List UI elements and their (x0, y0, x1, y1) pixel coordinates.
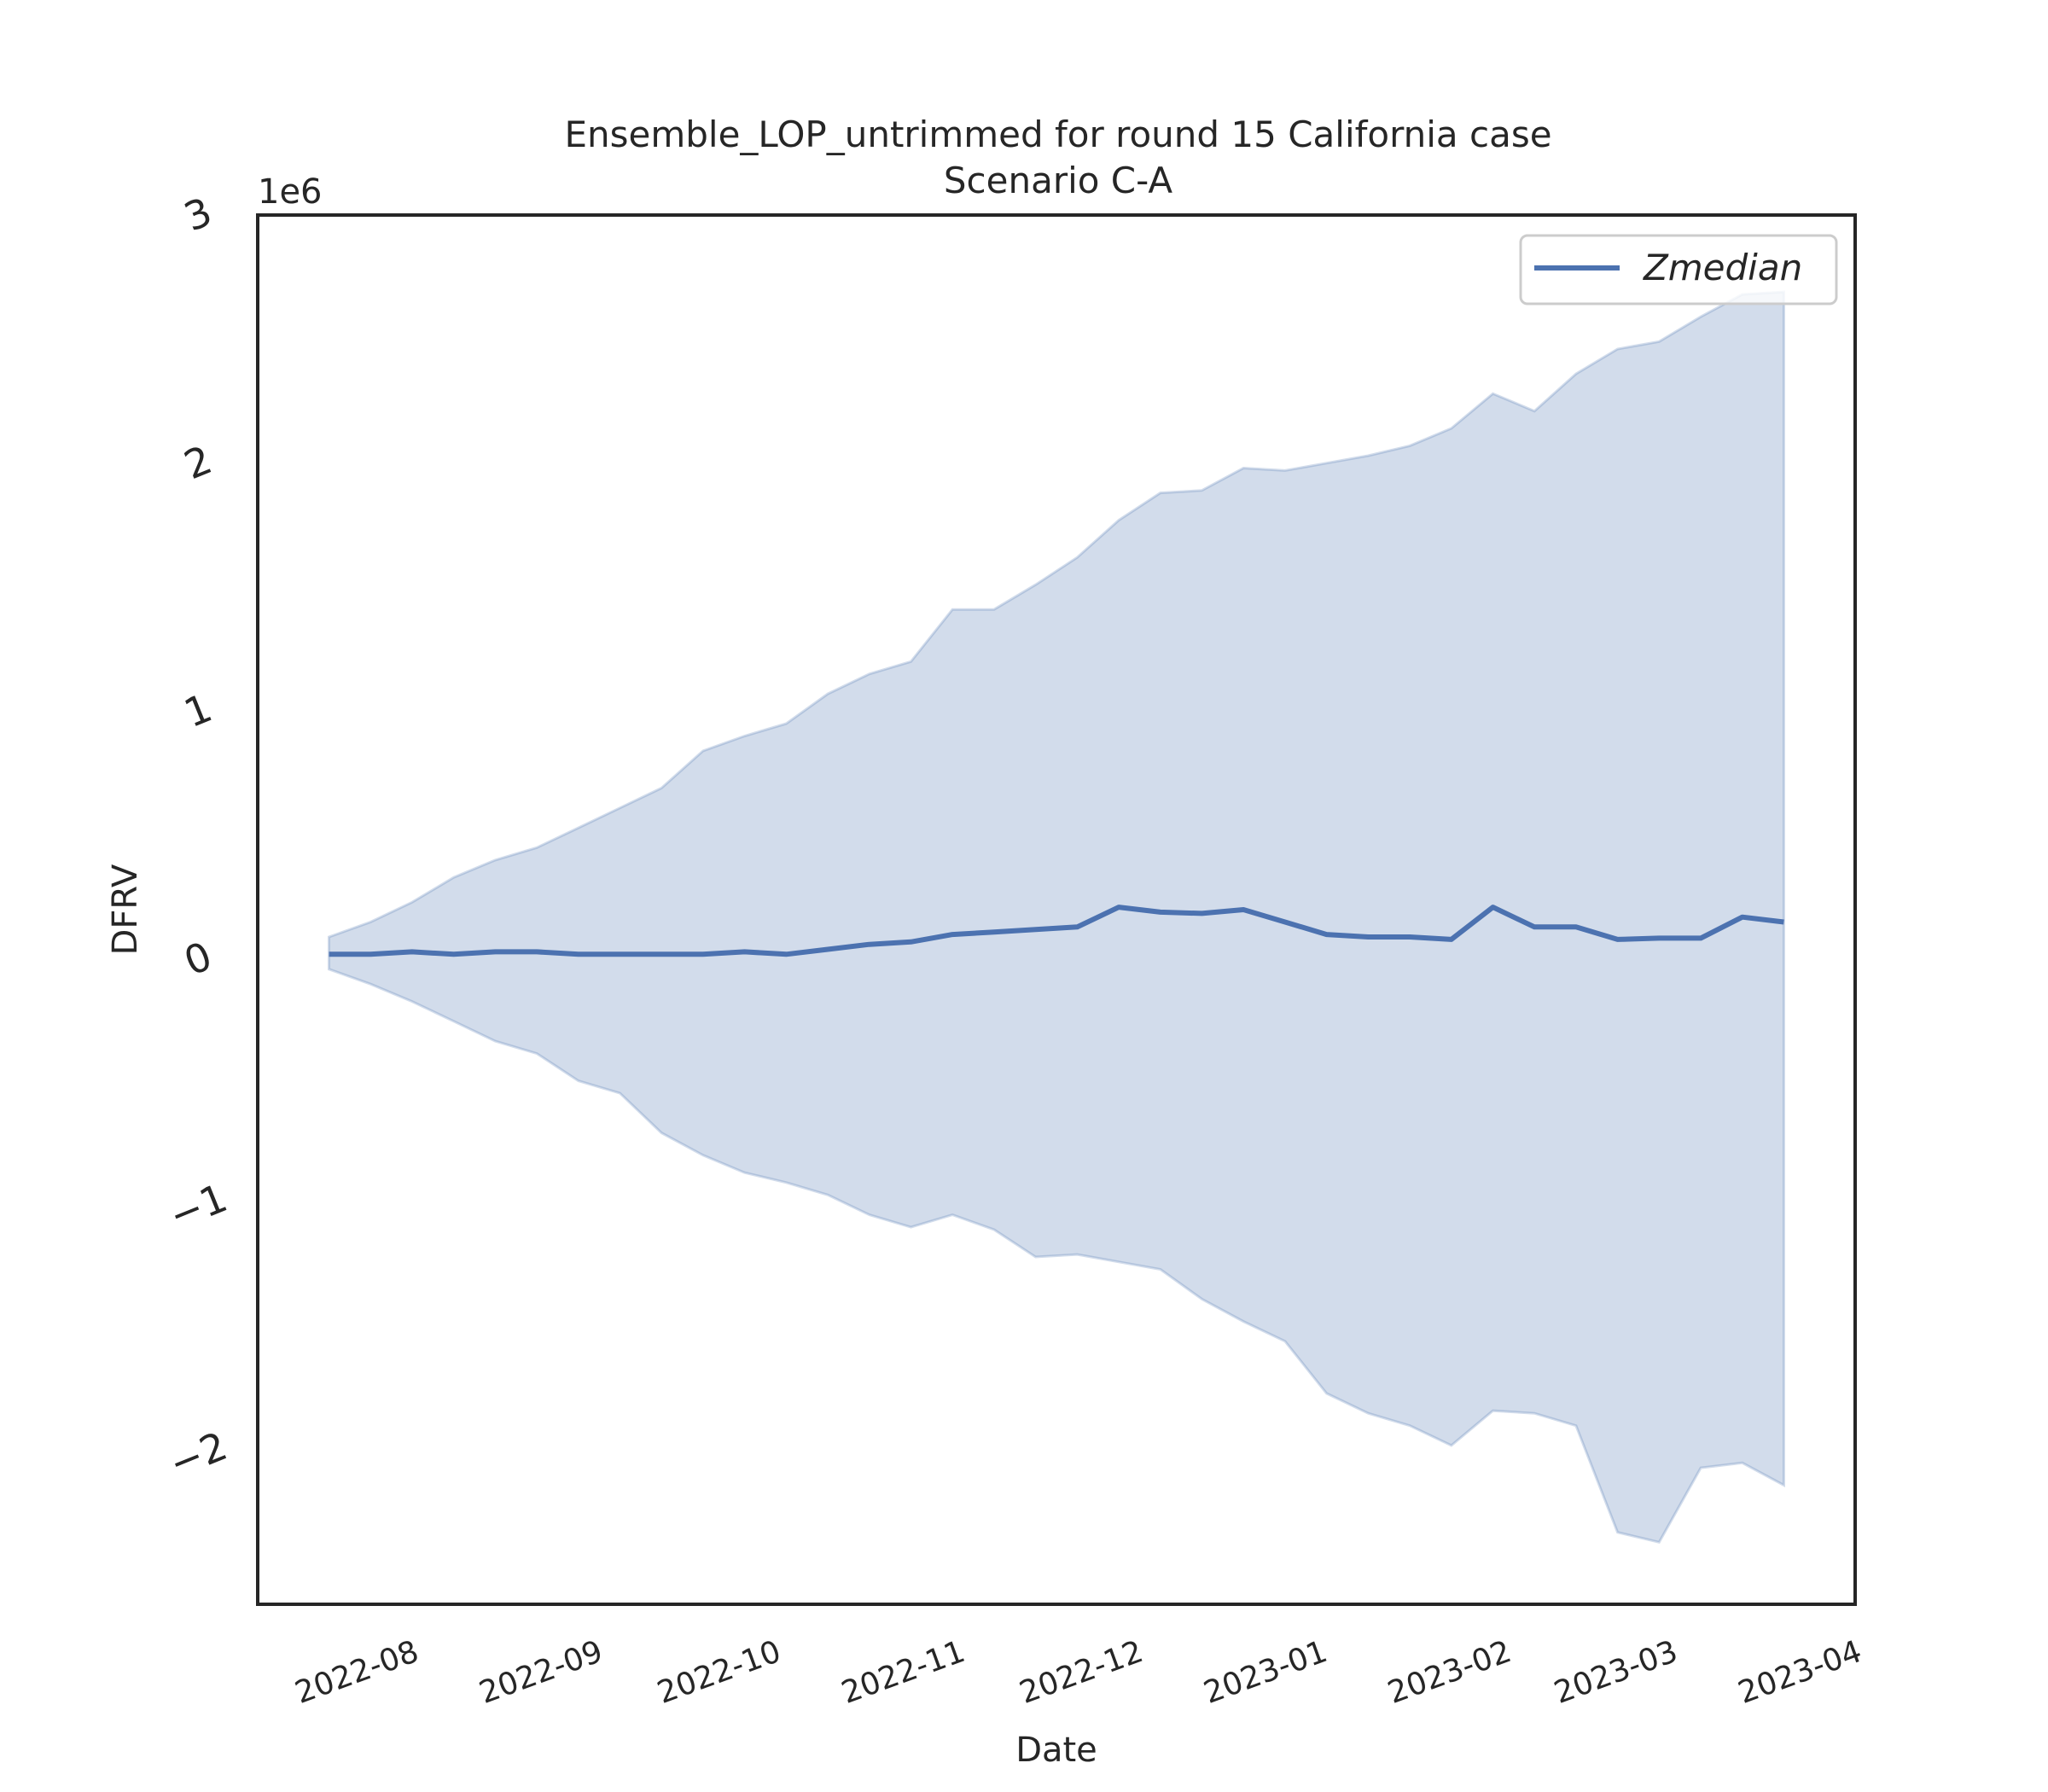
x-tick-label: 2023-03 (1550, 1634, 1682, 1711)
y-tick-label: 2 (177, 436, 218, 488)
x-tick-label: 2022-11 (837, 1634, 969, 1711)
x-axis-ticks: 2022-08 2022-09 2022-10 2022-11 2022-12 2023-… (291, 1634, 1866, 1711)
legend-box (1519, 234, 1838, 305)
x-tick-label: 2022-10 (653, 1634, 785, 1711)
y-tick-label: −1 (162, 1174, 233, 1238)
chart-title: Ensemble_LOP_untrimmed for round 15 Cali… (564, 113, 1551, 155)
x-tick-label: 2022-12 (1015, 1634, 1148, 1711)
y-offset-label: 1e6 (258, 172, 323, 212)
x-tick-label: 2023-02 (1383, 1634, 1516, 1711)
chart-subtitle: Scenario C-A (944, 160, 1172, 201)
legend-label-zmedian: Zmedian (1643, 247, 1802, 288)
y-axis-ticks: −2 −1 0 1 2 3 (162, 189, 233, 1487)
x-tick-label: 2023-01 (1199, 1634, 1331, 1711)
y-tick-label: −2 (162, 1423, 233, 1487)
y-tick-label: 3 (177, 189, 218, 241)
y-tick-label: 0 (177, 933, 218, 985)
plot-area (328, 290, 1785, 1545)
x-axis-label: Date (1015, 1731, 1097, 1770)
x-tick-label: 2023-04 (1734, 1634, 1866, 1711)
plot-frame (256, 213, 1857, 1606)
x-tick-label: 2022-08 (291, 1634, 423, 1711)
x-tick-label: 2022-09 (474, 1634, 607, 1711)
uncertainty-band (328, 290, 1785, 1545)
series-line-zmedian (329, 905, 1784, 957)
y-tick-label: 1 (177, 684, 218, 736)
y-axis-label: DFRV (106, 864, 145, 955)
legend: Zmedian (1519, 234, 1838, 305)
